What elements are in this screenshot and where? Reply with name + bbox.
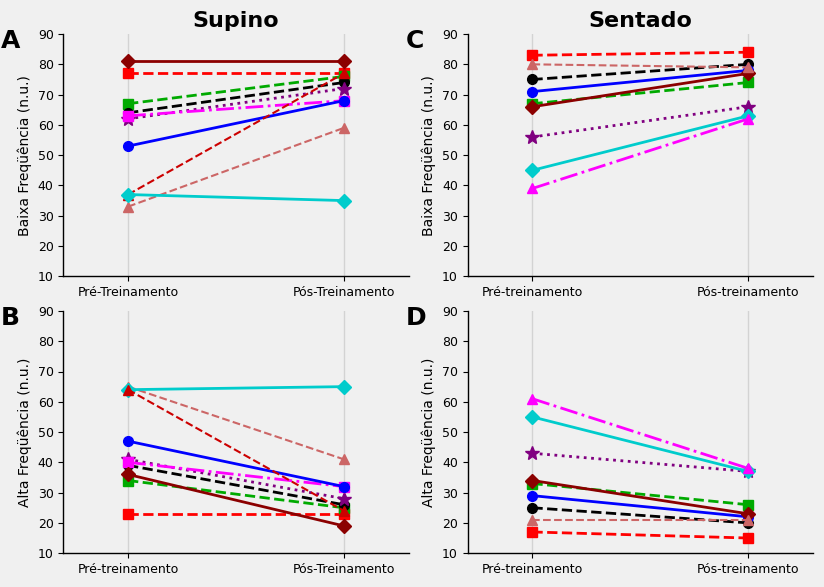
Text: D: D — [405, 306, 426, 330]
Y-axis label: Alta Freqüência (n.u.): Alta Freqüência (n.u.) — [422, 357, 437, 507]
Text: C: C — [405, 29, 424, 53]
Title: Supino: Supino — [193, 11, 279, 31]
Text: A: A — [1, 29, 21, 53]
Text: B: B — [1, 306, 21, 330]
Y-axis label: Baixa Freqüência (n.u.): Baixa Freqüência (n.u.) — [422, 75, 437, 235]
Y-axis label: Baixa Freqüência (n.u.): Baixa Freqüência (n.u.) — [17, 75, 32, 235]
Y-axis label: Alta Freqüência (n.u.): Alta Freqüência (n.u.) — [17, 357, 32, 507]
Title: Sentado: Sentado — [588, 11, 692, 31]
